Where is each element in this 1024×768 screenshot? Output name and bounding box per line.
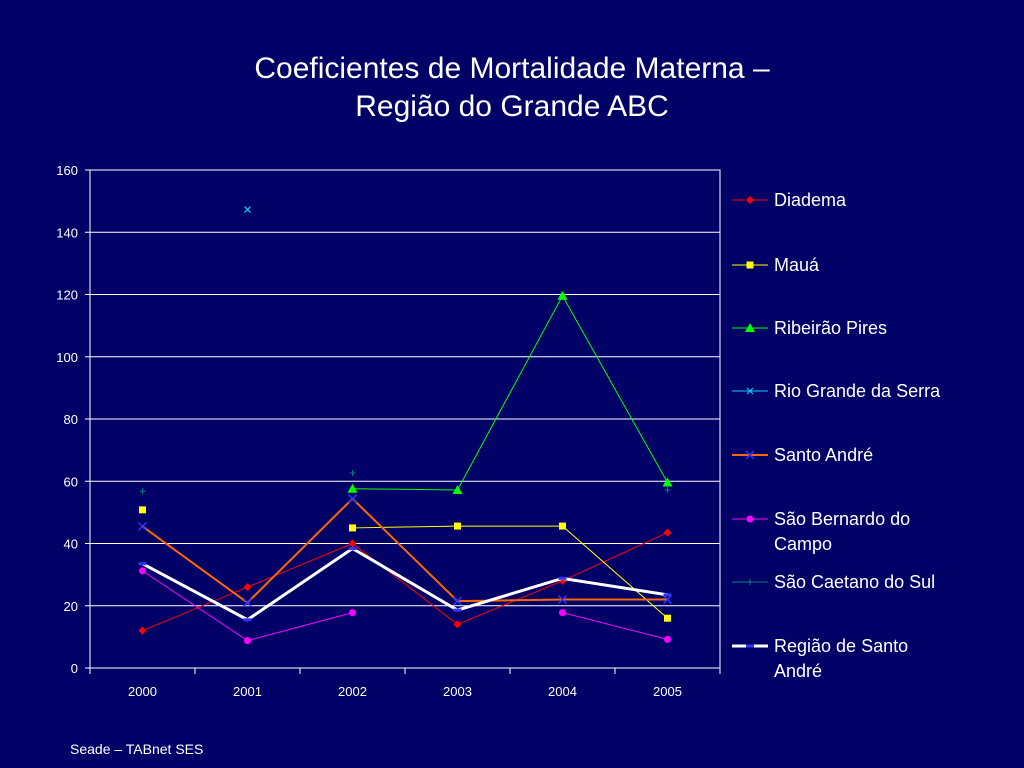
series-1-point <box>559 522 566 530</box>
series-1-point <box>664 614 671 622</box>
series-0-line <box>142 532 668 632</box>
series-0-point <box>138 626 147 635</box>
legend-label: Ribeirão Pires <box>774 318 887 338</box>
x-tick-label: 2002 <box>338 684 367 699</box>
y-tick-label: 120 <box>56 288 78 303</box>
series-2-point <box>662 477 673 487</box>
chart-title: Coeficientes de Mortalidade Materna – Re… <box>0 50 1024 126</box>
series-6-point <box>664 486 671 493</box>
legend-swatch-marker <box>746 644 754 648</box>
y-tick-label: 160 <box>56 163 78 178</box>
y-tick-label: 140 <box>56 225 78 240</box>
x-tick-label: 2003 <box>443 684 472 699</box>
series-7-point <box>558 576 567 580</box>
source-note: Seade – TABnet SES <box>70 741 204 757</box>
series-1-point <box>454 522 461 530</box>
chart-title-line-1: Coeficientes de Mortalidade Materna – <box>254 52 770 85</box>
series-2-point <box>557 290 568 300</box>
legend-swatch-marker <box>745 323 755 332</box>
series-7-point <box>663 593 672 597</box>
series-7-line <box>141 546 668 622</box>
legend-label: São Caetano do Sul <box>774 572 935 592</box>
series-2-line <box>352 294 668 491</box>
series-7-point <box>243 618 252 622</box>
series-4-point <box>662 594 673 605</box>
legend-label: Região de Santo André <box>774 636 908 681</box>
legend-label: Rio Grande da Serra <box>774 381 941 401</box>
legend-swatch-marker <box>746 515 754 523</box>
series-4-point <box>242 598 253 608</box>
legend-swatch-marker <box>746 387 754 395</box>
series-0-point <box>243 583 252 592</box>
series-2-point <box>347 483 358 493</box>
series-1-point <box>349 524 356 532</box>
y-tick-label: 20 <box>64 599 78 614</box>
series-5-point <box>559 609 566 617</box>
legend-label: Santo André <box>774 445 873 465</box>
x-tick-label: 2001 <box>233 684 262 699</box>
x-tick-label: 2005 <box>653 684 682 699</box>
chart-title-line-2: Região do Grande ABC <box>355 90 669 123</box>
legend-swatch-marker <box>746 261 754 269</box>
legend-swatch-marker <box>747 579 753 585</box>
series-4-point <box>137 521 148 531</box>
series-5-point <box>244 637 251 645</box>
series-2-point <box>452 484 463 494</box>
x-tick-label: 2004 <box>548 684 577 699</box>
series-5-line <box>562 612 668 640</box>
legend-swatch-marker <box>745 450 755 460</box>
legend-label: Mauá <box>774 255 820 275</box>
y-tick-label: 100 <box>56 350 78 365</box>
y-tick-label: 0 <box>71 661 78 676</box>
y-tick-label: 60 <box>64 474 78 489</box>
series-1-line <box>352 525 668 619</box>
y-tick-label: 80 <box>64 412 78 427</box>
series-7-point <box>453 608 462 612</box>
series-5-point <box>664 635 671 643</box>
y-tick-label: 40 <box>64 537 78 552</box>
series-5-point <box>349 609 356 617</box>
series-1-point <box>139 506 146 514</box>
x-tick-label: 2000 <box>128 684 157 699</box>
legend-label: Diadema <box>774 190 847 210</box>
series-0-point <box>663 528 672 537</box>
series-0-point <box>453 620 462 629</box>
series-3-point <box>244 206 251 213</box>
series-4-point <box>452 596 463 606</box>
legend-label: São Bernardo do Campo <box>774 509 910 554</box>
series-7-point <box>138 562 147 566</box>
series-6-point <box>349 470 356 477</box>
series-4-point <box>347 494 358 504</box>
series-6-point <box>139 488 146 495</box>
series-0-point <box>348 539 357 548</box>
series-4-point <box>557 594 568 605</box>
series-5-point <box>139 567 146 575</box>
series-7-point <box>348 546 357 550</box>
series-4-line <box>141 497 668 604</box>
legend-swatch-marker <box>746 196 754 204</box>
